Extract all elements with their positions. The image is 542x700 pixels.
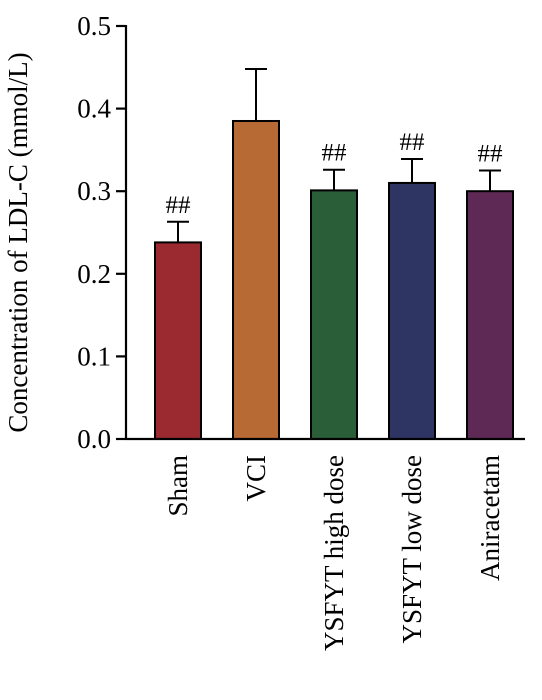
significance-mark: ## [166, 192, 192, 219]
y-tick-label: 0.0 [77, 424, 111, 454]
y-axis-ticks: 0.0 0.1 0.2 0.3 0.4 0.5 [77, 11, 126, 454]
bar-vci [232, 119, 280, 441]
y-tick-label: 0.4 [77, 94, 111, 124]
error-bars [167, 67, 501, 243]
significance-mark: ## [478, 141, 504, 168]
significance-mark: ## [322, 140, 348, 167]
x-category-label: VCI [241, 455, 271, 502]
y-tick-label: 0.5 [77, 11, 111, 41]
bar-aniracetam [466, 190, 514, 440]
y-tick-label: 0.1 [77, 341, 111, 371]
x-category-label: YSFYT low dose [397, 455, 427, 644]
y-axis-title: Concentration of LDL-C (mmol/L) [3, 52, 33, 432]
bar-ysfyt-low-dose [388, 181, 436, 440]
significance-mark: ## [400, 129, 426, 156]
x-category-label: Sham [163, 455, 193, 517]
y-tick-label: 0.2 [77, 259, 111, 289]
x-axis-categories: Sham VCI YSFYT high dose YSFYT low dose Anir… [163, 455, 505, 651]
significance-annotations: ## ## ## ## [166, 129, 504, 219]
y-tick-label: 0.3 [77, 176, 111, 206]
x-category-label: YSFYT high dose [319, 455, 349, 651]
bar-sham [154, 241, 202, 440]
bars [154, 119, 514, 441]
x-category-label: Aniracetam [475, 455, 505, 581]
bar-ysfyt-high-dose [310, 189, 358, 440]
